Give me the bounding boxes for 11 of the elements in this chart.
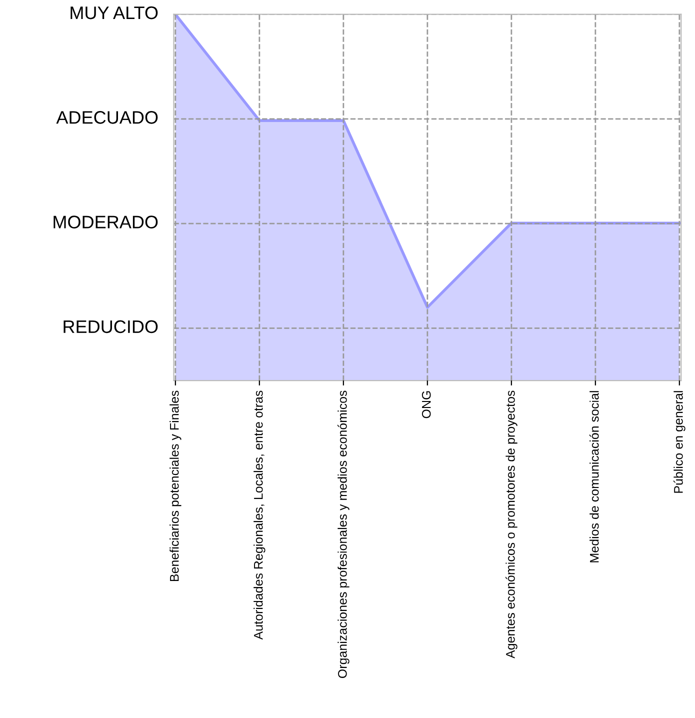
x-tick-label: Medios de comunicación social <box>589 391 599 562</box>
text: REDUCIDO <box>64 320 158 334</box>
text: ADECUADO <box>56 111 158 124</box>
x-tick-label: ONG <box>422 391 431 418</box>
text: MODERADO <box>54 216 158 228</box>
x-tick-label: Autoridades Regionales, Locales, entre otras <box>254 390 266 640</box>
x-tick-label: Público en general <box>674 391 686 493</box>
x-tick-label: Organizaciones profesionales y medios económicos <box>338 390 350 678</box>
x-tick-label: Beneficiarios potenciales y Finales <box>170 390 182 581</box>
x-tick-label: Agentes económicos o promotores de proyectos <box>506 390 518 658</box>
text: MUY ALTO <box>70 6 158 20</box>
